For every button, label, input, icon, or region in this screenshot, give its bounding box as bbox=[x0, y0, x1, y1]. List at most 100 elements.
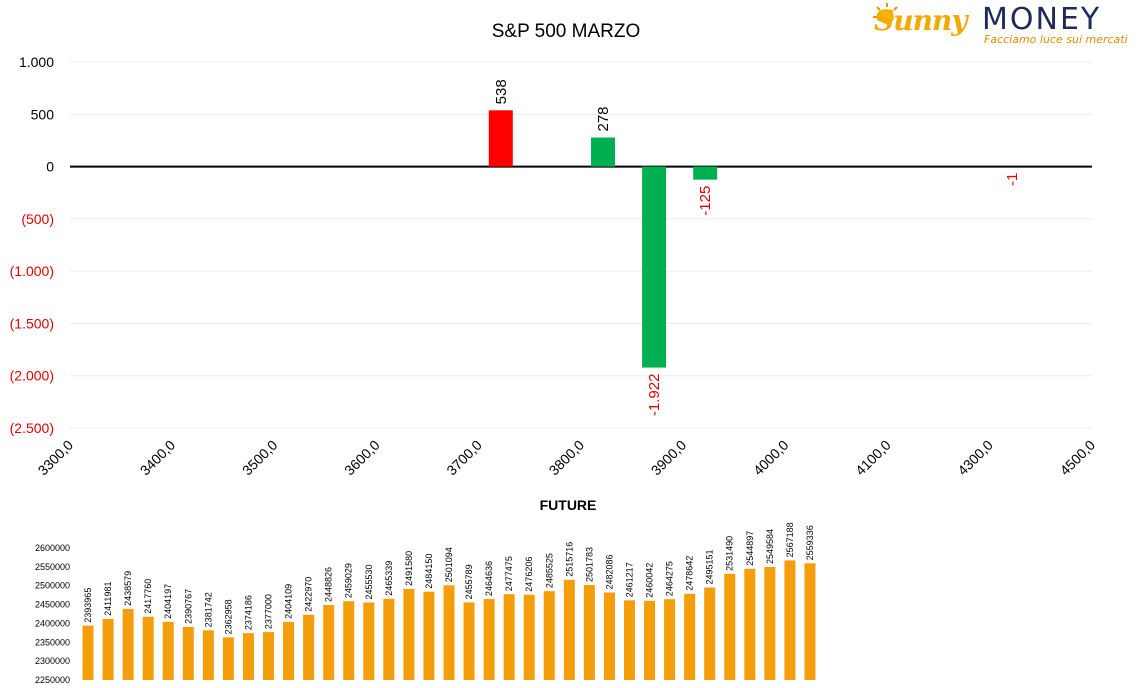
bar bbox=[283, 621, 295, 680]
data-label: 2476206 bbox=[524, 557, 534, 592]
logo-tagline: Facciamo luce sui mercati bbox=[984, 33, 1128, 46]
future-chart-bars bbox=[82, 560, 816, 680]
bar bbox=[583, 585, 595, 680]
x-tick-label: 3800,0 bbox=[546, 437, 588, 479]
data-label: 2381742 bbox=[203, 592, 213, 627]
bar bbox=[644, 600, 656, 680]
bar bbox=[642, 166, 667, 368]
data-label: 2544897 bbox=[745, 531, 755, 566]
y-tick-label: 2600000 bbox=[35, 543, 70, 553]
bar bbox=[488, 110, 513, 167]
x-tick-label: 3300,0 bbox=[35, 437, 77, 479]
bar bbox=[343, 601, 355, 680]
data-label: 2455789 bbox=[464, 564, 474, 599]
data-label: 2448826 bbox=[324, 567, 334, 602]
data-label: 2362958 bbox=[223, 599, 233, 634]
sun-icon bbox=[873, 3, 901, 24]
data-label: 2455530 bbox=[364, 564, 374, 599]
y-tick-label: 2350000 bbox=[35, 637, 70, 647]
future-chart-y-axis: 2250000 2300000 2350000 2400000 2450000 25000… bbox=[35, 543, 70, 685]
bar bbox=[744, 568, 756, 680]
bar bbox=[804, 563, 816, 680]
y-tick-label: 2500000 bbox=[35, 581, 70, 591]
bar bbox=[563, 579, 575, 680]
logo: Sunny MONEY Facciamo luce sui mercati bbox=[872, 2, 1134, 48]
data-label: 278 bbox=[595, 106, 612, 131]
data-label: 2404197 bbox=[163, 584, 173, 619]
chart-title-sp500: S&P 500 MARZO bbox=[492, 21, 641, 42]
bar bbox=[303, 614, 315, 680]
bar bbox=[684, 593, 696, 680]
data-label: 2464636 bbox=[484, 561, 494, 596]
bar bbox=[724, 573, 736, 680]
x-tick-label: 3400,0 bbox=[137, 437, 179, 479]
top-chart-data-labels: 538 278 -1.922 -125 -1 bbox=[493, 79, 1021, 416]
bar bbox=[202, 630, 214, 680]
data-label: 2491580 bbox=[404, 551, 414, 586]
y-tick-label: 2550000 bbox=[35, 562, 70, 572]
bar bbox=[764, 567, 776, 680]
x-tick-label: 4000,0 bbox=[750, 437, 792, 479]
data-label: 2501783 bbox=[584, 547, 594, 582]
x-tick-label: 3600,0 bbox=[341, 437, 383, 479]
bar bbox=[423, 591, 435, 680]
y-tick-label: (2.000) bbox=[10, 368, 54, 384]
bar bbox=[142, 616, 154, 680]
x-tick-label: 4300,0 bbox=[954, 437, 996, 479]
bar bbox=[704, 587, 716, 680]
y-tick-label: 1.000 bbox=[19, 54, 54, 70]
data-label: 2515716 bbox=[564, 542, 574, 577]
data-label: 2422970 bbox=[304, 577, 314, 612]
x-tick-label: 4100,0 bbox=[852, 437, 894, 479]
data-label: 2464275 bbox=[665, 561, 675, 596]
data-label: 2438579 bbox=[123, 571, 133, 606]
data-label: 2404109 bbox=[284, 584, 294, 619]
data-label: 2460042 bbox=[645, 563, 655, 598]
data-label: 2485525 bbox=[544, 553, 554, 588]
y-tick-label: 0 bbox=[46, 159, 54, 175]
y-tick-label: 2400000 bbox=[35, 618, 70, 628]
data-label: 2495151 bbox=[705, 549, 715, 584]
bar bbox=[403, 588, 415, 680]
data-label: 538 bbox=[493, 79, 510, 104]
bar bbox=[323, 605, 335, 680]
data-label: 2393965 bbox=[83, 588, 93, 623]
data-label: 2478642 bbox=[685, 556, 695, 591]
y-tick-label: 2250000 bbox=[35, 675, 70, 685]
data-label: 2484150 bbox=[424, 554, 434, 589]
data-label: 2374186 bbox=[243, 595, 253, 630]
bar bbox=[102, 618, 114, 680]
data-label: 2411981 bbox=[103, 582, 113, 616]
data-label: 2549584 bbox=[765, 529, 775, 564]
data-label: -1.922 bbox=[646, 374, 663, 417]
bar bbox=[664, 599, 676, 680]
bar bbox=[222, 637, 234, 680]
bar bbox=[591, 137, 615, 167]
bar bbox=[242, 633, 254, 680]
data-label: 2461217 bbox=[624, 562, 634, 597]
data-label: 2417760 bbox=[143, 579, 153, 614]
data-label: -125 bbox=[697, 186, 714, 216]
data-label: 2465339 bbox=[384, 561, 394, 596]
bar bbox=[463, 602, 475, 680]
data-label: -1 bbox=[1004, 173, 1021, 186]
data-label: 2482086 bbox=[604, 554, 614, 589]
data-label: 2377000 bbox=[264, 594, 274, 629]
y-tick-label: 500 bbox=[31, 106, 55, 122]
bar bbox=[383, 598, 395, 680]
bar bbox=[82, 625, 94, 680]
y-tick-label: 2300000 bbox=[35, 656, 70, 666]
y-tick-label: (1.500) bbox=[10, 315, 54, 331]
top-chart-grid bbox=[70, 61, 1092, 429]
logo-brand-left: Sunny bbox=[874, 4, 968, 37]
y-tick-label: 2450000 bbox=[35, 600, 70, 610]
data-label: 2567188 bbox=[785, 522, 795, 557]
bar bbox=[603, 592, 615, 680]
x-tick-label: 3500,0 bbox=[239, 437, 281, 479]
future-chart-data-labels: 2393965 2411981 2438579 2417760 2404197 23907… bbox=[83, 522, 815, 634]
bar bbox=[443, 585, 455, 680]
top-chart-bars bbox=[488, 110, 718, 368]
x-tick-label: 3900,0 bbox=[648, 437, 690, 479]
bar bbox=[122, 608, 134, 680]
